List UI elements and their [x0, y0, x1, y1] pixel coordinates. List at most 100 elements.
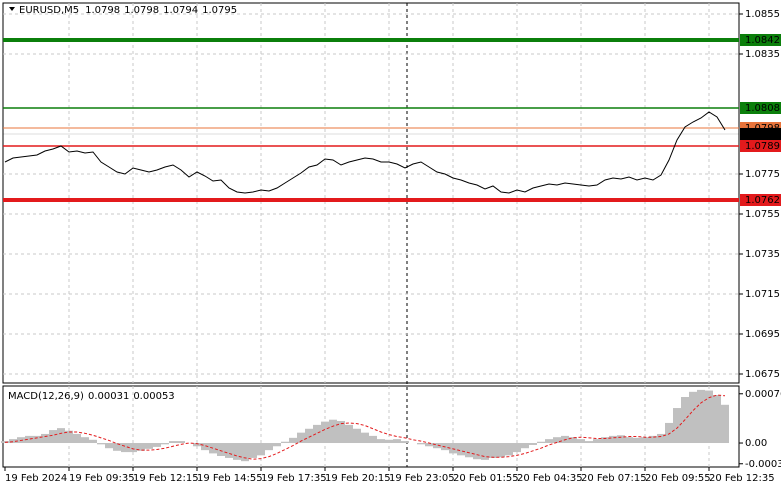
macd-bar: [121, 443, 129, 453]
macd-bar: [225, 443, 233, 458]
level-label: 1.0762: [745, 195, 780, 206]
macd-bar: [625, 437, 633, 444]
y-tick-label: 1.0715: [745, 289, 780, 300]
macd-bar: [153, 443, 161, 447]
macd-bar: [161, 443, 169, 445]
menu-triangle: [9, 7, 15, 11]
macd-bar: [617, 435, 625, 444]
level-label: 1.0795: [745, 129, 780, 140]
macd-bar: [641, 437, 649, 444]
macd-bar: [345, 424, 353, 444]
macd-bar: [593, 439, 601, 444]
y-tick-label: 0.00076: [745, 389, 781, 400]
y-tick-label: 1.0775: [745, 169, 780, 180]
open: 1.0798: [85, 5, 120, 16]
macd-bar: [65, 430, 73, 444]
low: 1.0794: [163, 5, 198, 16]
macd-bar: [569, 437, 577, 444]
macd-bar: [281, 441, 289, 444]
x-tick-label: 19 Feb 12:15: [133, 473, 199, 484]
macd-bar: [513, 443, 521, 453]
macd-bar: [497, 443, 505, 458]
macd-bar: [41, 433, 49, 444]
x-tick-label: 20 Feb 04:35: [517, 473, 583, 484]
macd-bar: [465, 443, 473, 458]
macd-bar: [105, 443, 113, 449]
macd-bar: [369, 435, 377, 444]
macd-bar: [521, 443, 529, 449]
macd-bar: [529, 443, 537, 445]
macd-bar: [433, 443, 441, 449]
macd-bar: [657, 433, 665, 444]
symbol: EURUSD,M5: [19, 5, 79, 16]
macd-bar: [137, 443, 145, 451]
x-tick-label: 19 Feb 23:05: [389, 473, 455, 484]
macd-header: MACD(12,26,9) 0.00031 0.00053: [8, 391, 175, 402]
price-line: [4, 111, 726, 194]
macd-bar: [649, 435, 657, 444]
x-tick-label: 19 Feb 14:55: [197, 473, 263, 484]
macd-bar: [481, 443, 489, 460]
macd-bar: [145, 443, 153, 449]
macd-bar: [257, 443, 265, 456]
price-panel: [2, 2, 740, 384]
macd-bar: [353, 428, 361, 444]
macd-bar: [73, 433, 81, 444]
macd-bar: [113, 443, 121, 451]
macd-bar: [321, 421, 329, 444]
macd-bar: [537, 441, 545, 444]
macd-bar: [89, 439, 97, 444]
macd-panel: [2, 385, 740, 468]
y-tick-label: 1.0735: [745, 249, 780, 260]
macd-bar: [337, 420, 345, 444]
macd-bar: [633, 437, 641, 444]
macd-bar: [553, 437, 561, 444]
y-tick-label: -0.00032: [745, 459, 781, 470]
x-tick-label: 20 Feb 09:55: [645, 473, 711, 484]
macd-bar: [689, 391, 697, 444]
signal-line: [4, 394, 726, 460]
chart-header: EURUSD,M5 1.0798 1.0798 1.0794 1.0795: [19, 5, 237, 16]
x-tick-label: 20 Feb 12:35: [709, 473, 775, 484]
level-label: 1.0789: [745, 141, 780, 152]
y-tick-label: 1.0835: [745, 49, 780, 60]
macd-bar: [417, 443, 425, 445]
close: 1.0795: [202, 5, 237, 16]
macd-bar: [193, 443, 201, 447]
macd-bar: [297, 432, 305, 444]
macd-bar: [265, 443, 273, 451]
y-tick-label: 1.0675: [745, 369, 780, 380]
level-label-box: [740, 194, 781, 206]
macd-bar: [721, 404, 729, 444]
macd-bar: [129, 443, 137, 453]
level-label: 1.0808: [745, 103, 780, 114]
y-tick-label: 1.0855: [745, 9, 780, 20]
macd-bar: [673, 408, 681, 444]
macd-signal: 0.00053: [133, 391, 174, 402]
y-tick-label: 1.0695: [745, 329, 780, 340]
macd-bar: [401, 441, 409, 444]
macd-bar: [289, 437, 297, 444]
y-tick-label: 1.0755: [745, 209, 780, 220]
macd-bar: [217, 443, 225, 456]
x-tick-label: 19 Feb 2024: [5, 473, 67, 484]
macd-bar: [601, 437, 609, 444]
macd-bar: [57, 428, 65, 444]
macd-bar: [449, 443, 457, 454]
macd-bar: [585, 441, 593, 444]
level-label: 1.0842: [745, 35, 780, 46]
macd-bar: [201, 443, 209, 451]
macd-bar: [457, 443, 465, 456]
macd-bar: [49, 430, 57, 444]
macd-main: 0.00031: [88, 391, 129, 402]
macd-bar: [473, 443, 481, 460]
macd-bar: [609, 435, 617, 444]
grid-layer: [3, 3, 739, 467]
macd-bar: [697, 389, 705, 444]
macd-bar: [361, 432, 369, 444]
macd-bar: [665, 422, 673, 444]
level-label-box: [740, 102, 781, 114]
macd-bar: [249, 443, 257, 458]
macd-bar: [97, 443, 105, 445]
